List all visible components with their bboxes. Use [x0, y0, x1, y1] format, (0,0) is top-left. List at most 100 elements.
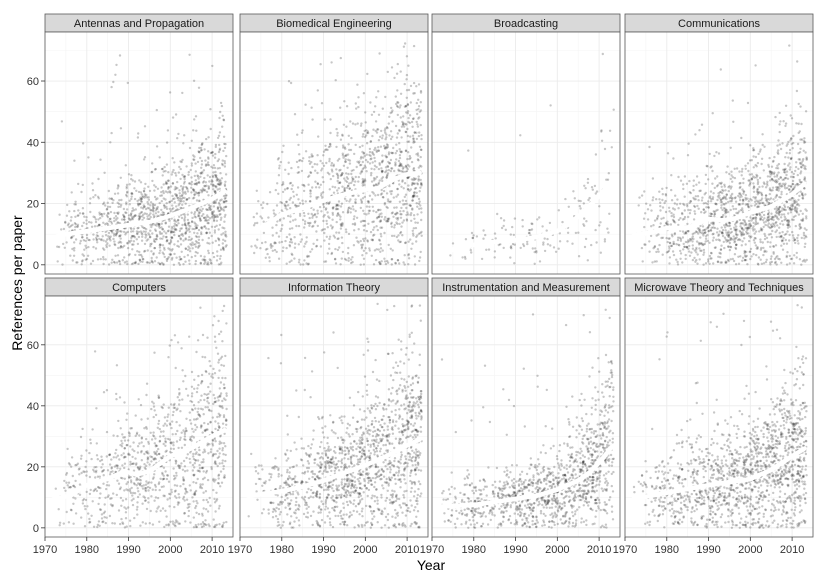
data-point — [102, 391, 106, 394]
data-point — [201, 181, 205, 184]
data-point — [315, 197, 318, 200]
data-point — [298, 212, 302, 216]
data-point — [192, 452, 195, 456]
data-point — [162, 403, 165, 406]
data-point — [402, 170, 405, 173]
data-point — [157, 225, 161, 228]
data-point — [277, 257, 281, 260]
data-point — [173, 231, 176, 234]
data-point — [341, 224, 344, 227]
data-point — [214, 191, 217, 194]
data-point — [211, 185, 215, 188]
data-point — [216, 352, 220, 355]
data-point — [564, 197, 567, 201]
data-point — [176, 186, 179, 190]
data-point — [740, 174, 743, 177]
data-point — [60, 120, 64, 123]
data-point — [213, 201, 216, 205]
data-point — [607, 231, 610, 234]
data-point — [660, 236, 663, 240]
data-point — [214, 200, 217, 203]
data-point — [708, 254, 712, 258]
data-point — [218, 209, 221, 213]
data-point — [189, 461, 192, 464]
data-point — [303, 214, 306, 218]
data-point — [781, 223, 785, 226]
data-point — [320, 169, 323, 172]
data-point — [199, 523, 203, 526]
data-point — [719, 182, 723, 185]
data-point — [310, 155, 313, 158]
data-point — [320, 229, 323, 232]
data-point — [218, 257, 222, 260]
data-point — [119, 176, 123, 179]
data-point — [791, 230, 794, 234]
data-point — [280, 240, 284, 244]
data-point — [183, 175, 187, 178]
data-point — [214, 143, 218, 147]
data-point — [198, 217, 202, 220]
data-point — [148, 463, 151, 466]
data-point — [185, 227, 188, 230]
data-point — [72, 254, 76, 257]
data-point — [650, 225, 653, 228]
data-point — [253, 251, 256, 255]
data-point — [85, 257, 89, 261]
data-point — [383, 129, 386, 132]
data-point — [152, 415, 155, 419]
data-point — [154, 237, 158, 241]
data-point — [224, 239, 227, 243]
data-point — [185, 226, 188, 230]
data-point — [198, 151, 201, 154]
data-point — [348, 162, 352, 165]
data-point — [332, 163, 335, 166]
data-point — [207, 385, 210, 389]
data-point — [167, 413, 170, 416]
data-point — [352, 244, 356, 247]
data-point — [132, 235, 135, 238]
data-point — [752, 253, 755, 256]
data-point — [763, 145, 766, 148]
data-point — [139, 260, 142, 263]
data-point — [349, 258, 353, 261]
data-point — [417, 177, 420, 181]
data-point — [88, 517, 91, 521]
data-point — [137, 230, 140, 234]
data-point — [364, 247, 367, 250]
data-point — [196, 175, 200, 178]
data-point — [225, 154, 228, 158]
data-point — [381, 170, 384, 173]
data-point — [155, 207, 158, 210]
data-point — [220, 104, 224, 108]
data-point — [280, 227, 283, 231]
data-point — [83, 505, 87, 508]
data-point — [803, 137, 806, 140]
data-point — [749, 257, 752, 261]
data-point — [71, 474, 75, 478]
data-point — [172, 263, 176, 266]
data-point — [406, 110, 410, 113]
data-point — [402, 219, 406, 222]
data-point — [160, 186, 163, 189]
data-point — [747, 206, 750, 209]
data-point — [535, 251, 538, 254]
data-point — [769, 179, 772, 182]
data-point — [354, 143, 357, 147]
data-point — [484, 233, 487, 237]
data-point — [214, 239, 217, 243]
data-point — [380, 161, 384, 164]
data-point — [754, 155, 758, 159]
data-point — [211, 241, 214, 244]
data-point — [131, 503, 135, 507]
data-point — [63, 220, 67, 224]
data-point — [396, 218, 399, 221]
data-point — [149, 243, 152, 246]
data-point — [790, 117, 794, 120]
data-point — [266, 252, 269, 256]
data-point — [395, 149, 399, 153]
data-point — [175, 420, 178, 424]
data-point — [205, 219, 208, 223]
data-point — [353, 215, 356, 218]
data-point — [198, 181, 201, 185]
data-point — [189, 422, 193, 425]
